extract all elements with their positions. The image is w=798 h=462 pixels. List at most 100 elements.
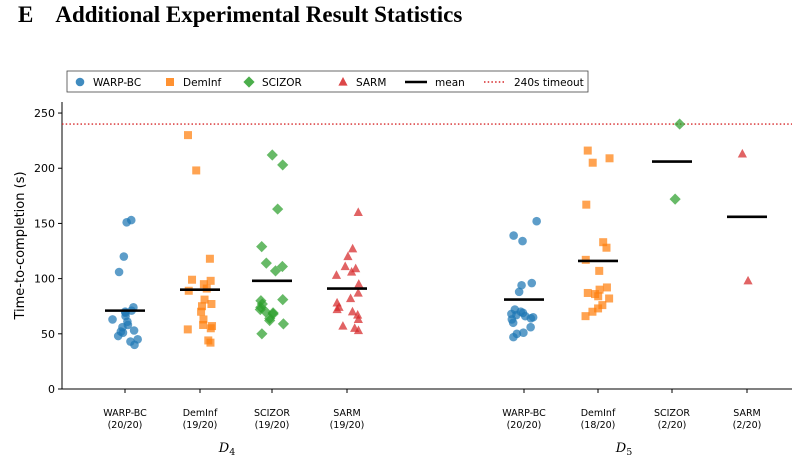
data-point-deminf — [598, 301, 607, 310]
section-title: Additional Experimental Result Statistic… — [55, 2, 463, 27]
section-number: E — [18, 2, 34, 27]
data-point-sarm — [347, 306, 358, 316]
data-point-sarm — [343, 251, 353, 261]
data-point-sarm — [340, 261, 350, 271]
data-point-sarm — [347, 266, 357, 276]
data-point-deminf — [183, 325, 192, 334]
legend-triangle-swatch — [338, 77, 348, 86]
legend-label: 240s timeout — [514, 77, 584, 89]
x-tick-count: (20/20) — [507, 420, 542, 431]
data-point-warp-bc — [113, 331, 123, 341]
x-tick-label: SCIZOR — [654, 408, 690, 419]
x-axis-labels: WARP-BC(20/20)DemInf(19/20)SCIZOR(19/20)… — [103, 389, 761, 458]
data-point-deminf — [602, 283, 611, 292]
data-point-deminf — [602, 243, 611, 252]
x-tick-label: WARP-BC — [103, 408, 147, 419]
data-point-sarm — [353, 207, 363, 216]
data-point-deminf — [207, 300, 216, 309]
y-tick-label: 100 — [34, 273, 55, 286]
data-point-warp-bc — [532, 216, 541, 226]
x-tick-label: SARM — [333, 408, 361, 419]
data-point-warp-bc — [130, 340, 139, 350]
data-point-deminf — [588, 307, 597, 316]
x-tick-label: DemInf — [183, 408, 218, 419]
data-point-deminf — [199, 315, 208, 324]
legend-label: mean — [435, 77, 465, 89]
data-point-scizor — [264, 314, 276, 327]
x-tick-count: (18/20) — [581, 420, 616, 431]
x-tick-label: SARM — [733, 408, 761, 419]
data-point-sarm — [737, 148, 747, 158]
x-tick-label: WARP-BC — [502, 408, 546, 419]
group-label-subscript: 4 — [229, 447, 235, 458]
y-tick-label: 250 — [34, 107, 55, 120]
data-point-sarm — [353, 325, 364, 335]
data-point-deminf — [205, 254, 214, 263]
data-point-scizor — [277, 293, 289, 306]
data-point-deminf — [605, 154, 614, 163]
data-point-warp-bc — [527, 278, 537, 288]
x-tick-count: (2/20) — [733, 420, 762, 431]
data-point-warp-bc — [526, 322, 535, 332]
x-tick-count: (19/20) — [330, 420, 365, 431]
data-point-deminf — [206, 338, 215, 347]
data-point-deminf — [582, 200, 591, 209]
data-point-deminf — [188, 275, 197, 284]
data-point-scizor — [269, 265, 282, 277]
plot-axes: 0 50 100 150 200 250 Time-to-completion (s) — [13, 102, 792, 396]
data-point-sarm — [351, 263, 361, 273]
data-point-warp-bc — [119, 252, 129, 261]
group-label-subscript: 5 — [626, 447, 632, 458]
legend-diamond-swatch — [243, 76, 255, 88]
data-point-sarm — [338, 321, 348, 330]
data-point-scizor — [669, 193, 681, 205]
section-heading: E Additional Experimental Result Statisti… — [18, 2, 462, 28]
group-label: D5 — [615, 441, 632, 458]
data-point-sarm — [354, 279, 364, 288]
data-point-warp-bc — [509, 332, 518, 342]
x-tick-label: SCIZOR — [254, 408, 290, 419]
legend-label: SARM — [356, 77, 386, 89]
legend-frame — [66, 70, 589, 93]
data-point-deminf — [605, 294, 614, 303]
data-point-deminf — [595, 285, 604, 294]
legend-square-swatch — [166, 78, 174, 86]
data-point-warp-bc — [514, 287, 524, 297]
legend-label: WARP-BC — [93, 77, 141, 89]
data-point-sarm — [348, 243, 358, 253]
data-point-deminf — [581, 312, 590, 321]
data-point-warp-bc — [114, 267, 124, 277]
data-point-deminf — [200, 295, 209, 304]
x-tick-label: DemInf — [581, 408, 616, 419]
data-point-warp-bc — [526, 314, 536, 323]
legend-label: SCIZOR — [262, 77, 302, 89]
y-tick-label: 150 — [34, 217, 55, 230]
data-point-deminf — [583, 146, 592, 155]
data-point-scizor — [674, 118, 686, 130]
group-label: D4 — [218, 441, 235, 458]
data-point-deminf — [595, 266, 604, 275]
data-point-deminf — [183, 131, 192, 140]
data-point-scizor — [272, 203, 284, 215]
data-point-scizor — [266, 149, 278, 161]
data-point-scizor — [256, 328, 268, 340]
data-point-deminf — [206, 324, 215, 333]
data-point-deminf — [199, 280, 208, 289]
data-point-sarm — [743, 275, 753, 285]
x-tick-count: (2/20) — [658, 420, 687, 431]
data-point-deminf — [197, 302, 206, 311]
data-point-deminf — [206, 276, 215, 285]
x-tick-count: (20/20) — [108, 420, 143, 431]
data-point-warp-bc — [508, 318, 518, 328]
data-point-deminf — [594, 304, 603, 313]
data-point-deminf — [599, 238, 608, 247]
data-point-scizor — [277, 318, 290, 330]
x-tick-count: (19/20) — [255, 420, 290, 431]
data-point-scizor — [276, 260, 288, 273]
y-tick-label: 50 — [41, 328, 55, 341]
x-tick-count: (19/20) — [183, 420, 218, 431]
data-point-sarm — [353, 310, 363, 319]
data-point-warp-bc — [517, 280, 526, 290]
data-point-scizor — [277, 159, 289, 171]
